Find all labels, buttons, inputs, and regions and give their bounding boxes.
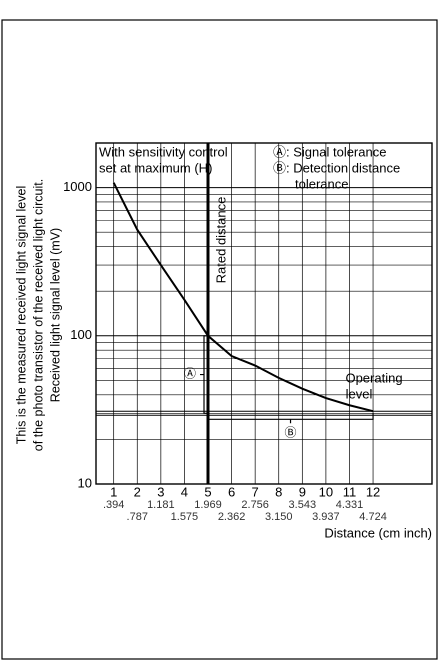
x-tick-label: 6 — [228, 484, 235, 499]
annotation: Ⓐ: Signal tolerance — [273, 144, 386, 159]
x-tick-label: 8 — [275, 484, 282, 499]
page-frame — [1, 19, 438, 660]
bracket-a — [200, 335, 208, 414]
x2-tick-label: 1.181 — [147, 499, 175, 511]
y-tick-label: 1000 — [63, 179, 92, 194]
annotation: level — [346, 387, 373, 402]
x2-tick-label: 3.937 — [312, 511, 340, 523]
x2-tick-label: 3.150 — [265, 511, 293, 523]
plot-frame — [95, 142, 433, 485]
x2-tick-label: 2.756 — [241, 499, 269, 511]
x-tick-label: 2 — [134, 484, 141, 499]
x2-tick-label: 1.969 — [194, 499, 222, 511]
annotation: Ⓐ — [184, 367, 196, 381]
annotation: Operating — [345, 371, 402, 386]
annotation: Ⓑ: Detection distance — [273, 160, 400, 175]
x-tick-label: 11 — [343, 484, 357, 499]
annotation: Rated distance — [213, 197, 228, 284]
x-tick-label: 3 — [157, 484, 164, 499]
x-tick-label: 1 — [110, 484, 117, 499]
y-tick-label: 100 — [70, 327, 92, 342]
x-tick-label: 10 — [319, 484, 333, 499]
x2-tick-label: 4.724 — [359, 511, 387, 523]
annotation: set at maximum (H) — [99, 160, 212, 175]
x2-tick-label: .787 — [127, 511, 148, 523]
x2-tick-label: 2.362 — [218, 511, 246, 523]
annotation: Ⓑ — [285, 425, 297, 439]
y-axis-label: of the photo transistor of the received … — [31, 179, 45, 451]
y-tick-label: 10 — [78, 475, 92, 490]
x2-tick-label: 4.331 — [336, 499, 364, 511]
x-tick-label: 7 — [252, 484, 259, 499]
x-tick-label: 12 — [366, 484, 380, 499]
x-axis-label: Distance (cm inch) — [324, 525, 432, 540]
y-axis-label: Received light signal level (mV) — [48, 228, 62, 402]
x-tick-label: 9 — [299, 484, 306, 499]
x2-tick-label: .394 — [103, 499, 124, 511]
bracket-b — [207, 413, 374, 424]
annotation: With sensitivity control — [99, 144, 228, 159]
curve — [112, 182, 374, 413]
x-tick-label: 5 — [204, 484, 211, 499]
y-axis-label: This is the measured received light sign… — [14, 186, 28, 444]
x-tick-label: 4 — [181, 484, 188, 499]
annotation: tolerance — [295, 176, 348, 191]
x2-tick-label: 1.575 — [171, 511, 199, 523]
x2-tick-label: 3.543 — [289, 499, 317, 511]
